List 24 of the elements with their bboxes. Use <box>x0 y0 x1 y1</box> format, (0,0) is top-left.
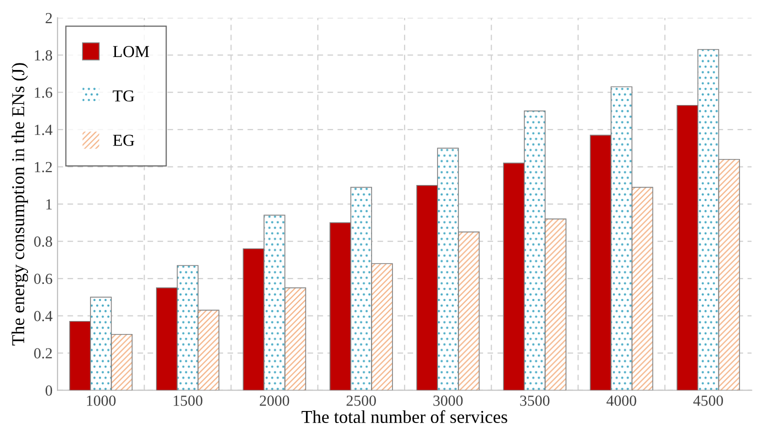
x-tick-label: 2000 <box>260 396 290 406</box>
legend-label: LOM <box>113 46 150 58</box>
x-tick-label: 1500 <box>174 396 202 406</box>
y-axis-title: The energy consumption in the ENs (J) <box>12 63 28 346</box>
x-tick-label: 3000 <box>433 396 463 406</box>
y-tick-label: 1.6 <box>34 88 52 98</box>
x-tick-label: 1000 <box>86 396 116 406</box>
y-tick-label: 0.4 <box>34 310 52 322</box>
legend-label: EG <box>113 134 134 146</box>
y-tick-label: 1.8 <box>34 50 52 61</box>
x-tick-label: 2500 <box>346 396 376 406</box>
y-tick-label: 0 <box>46 385 52 396</box>
y-tick-label: 1 <box>46 199 52 210</box>
y-tick-label: 1.4 <box>34 124 52 136</box>
legend-label: TG <box>112 90 134 102</box>
y-tick-label: 1.2 <box>34 162 52 172</box>
y-tick-label: 0.2 <box>34 348 52 359</box>
x-axis-title: The total number of services <box>302 410 508 424</box>
x-tick-label: 4500 <box>693 396 723 406</box>
y-tick-label: 0.8 <box>34 236 52 247</box>
x-tick-label: 3500 <box>520 396 550 406</box>
x-tick-label: 4000 <box>606 396 636 406</box>
y-tick-label: 0.6 <box>34 274 52 284</box>
y-tick-label: 2 <box>46 13 52 24</box>
